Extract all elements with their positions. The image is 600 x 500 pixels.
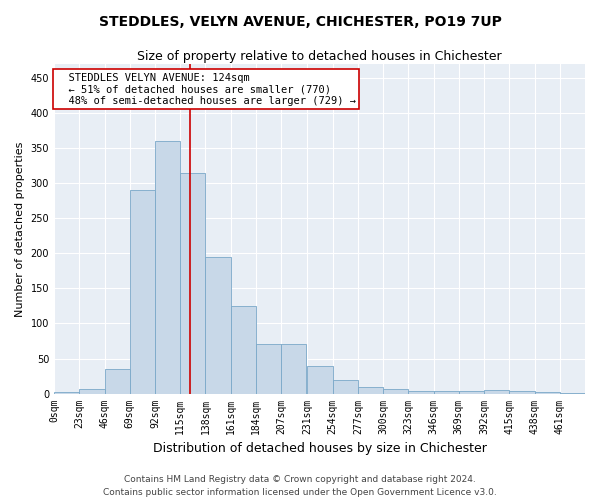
Text: STEDDLES VELYN AVENUE: 124sqm
  ← 51% of detached houses are smaller (770)
  48%: STEDDLES VELYN AVENUE: 124sqm ← 51% of d… (56, 72, 356, 106)
Bar (509, 392, 535, 394)
Bar (205, 257, 230, 394)
Bar (434, 391, 459, 394)
Bar (54, 392, 79, 394)
Bar (484, 390, 509, 394)
Bar (104, 369, 130, 394)
Title: Size of property relative to detached houses in Chichester: Size of property relative to detached ho… (137, 50, 502, 63)
Bar (256, 344, 281, 394)
Bar (459, 391, 484, 394)
Bar (332, 380, 358, 394)
Bar (230, 306, 256, 394)
Bar (383, 388, 409, 394)
Bar (358, 386, 383, 394)
Bar (307, 366, 332, 394)
Bar (281, 344, 307, 394)
Text: Contains HM Land Registry data © Crown copyright and database right 2024.
Contai: Contains HM Land Registry data © Crown c… (103, 476, 497, 497)
Bar (409, 391, 434, 394)
X-axis label: Distribution of detached houses by size in Chichester: Distribution of detached houses by size … (152, 442, 487, 455)
Y-axis label: Number of detached properties: Number of detached properties (15, 141, 25, 316)
Bar (155, 142, 180, 394)
Text: STEDDLES, VELYN AVENUE, CHICHESTER, PO19 7UP: STEDDLES, VELYN AVENUE, CHICHESTER, PO19… (98, 15, 502, 29)
Bar (130, 190, 155, 394)
Bar (180, 173, 205, 394)
Bar (79, 388, 104, 394)
Bar (535, 392, 560, 394)
Bar (560, 393, 585, 394)
